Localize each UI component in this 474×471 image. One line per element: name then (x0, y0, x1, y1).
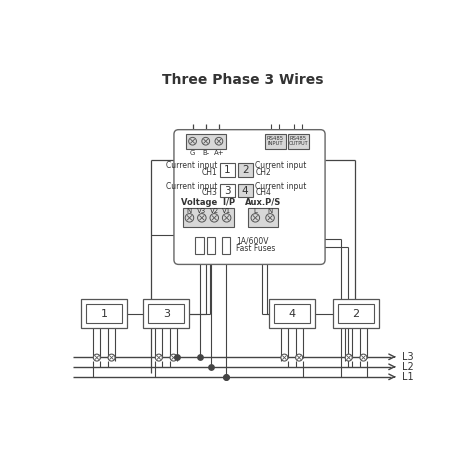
Bar (148, 304, 184, 323)
Circle shape (360, 354, 367, 361)
Text: 1A/600V: 1A/600V (237, 236, 269, 245)
Point (196, 353, 203, 361)
Circle shape (198, 214, 206, 222)
Bar (143, 299, 190, 328)
Text: Fast Fuses: Fast Fuses (237, 244, 276, 253)
Bar (207, 237, 215, 254)
Bar (195, 237, 204, 254)
Text: V2: V2 (210, 208, 219, 214)
Bar (222, 237, 230, 254)
Bar (274, 304, 310, 323)
Text: 4: 4 (242, 186, 248, 195)
Text: Current input: Current input (255, 182, 307, 191)
Point (173, 353, 181, 361)
Circle shape (202, 138, 210, 145)
Bar (248, 208, 278, 227)
Text: CH4: CH4 (255, 188, 271, 197)
Text: Three Phase 3 Wires: Three Phase 3 Wires (162, 73, 324, 88)
Text: V1: V1 (222, 208, 231, 214)
Bar (237, 184, 253, 197)
Text: Voltage  I/P: Voltage I/P (182, 198, 236, 207)
Text: Aux.P/S: Aux.P/S (245, 198, 281, 207)
Text: RS485: RS485 (266, 137, 283, 141)
Text: Current input: Current input (166, 162, 218, 171)
Bar (183, 208, 234, 227)
Circle shape (170, 354, 177, 361)
Circle shape (210, 214, 219, 222)
Text: 3: 3 (224, 186, 231, 195)
Text: N: N (267, 208, 273, 214)
Bar (237, 163, 253, 177)
Text: CH3: CH3 (201, 188, 218, 197)
Bar (268, 299, 315, 328)
Text: 2: 2 (353, 309, 360, 319)
Point (207, 363, 215, 371)
Bar (219, 184, 235, 197)
Circle shape (251, 214, 260, 222)
Text: 1: 1 (224, 165, 231, 175)
Circle shape (215, 138, 223, 145)
Bar (288, 133, 309, 149)
Text: V3: V3 (197, 208, 207, 214)
Circle shape (266, 214, 274, 222)
Text: OUTPUT: OUTPUT (289, 141, 308, 146)
Circle shape (93, 354, 100, 361)
Text: 4: 4 (288, 309, 295, 319)
Text: RS485: RS485 (290, 137, 307, 141)
Point (222, 373, 230, 381)
Circle shape (222, 214, 231, 222)
Text: L2: L2 (402, 362, 413, 372)
Circle shape (108, 354, 115, 361)
Point (222, 373, 230, 381)
Text: N: N (187, 208, 192, 214)
Text: Current input: Current input (255, 162, 307, 171)
Text: 1: 1 (100, 309, 108, 319)
Text: L3: L3 (402, 352, 413, 362)
Circle shape (345, 354, 352, 361)
Bar (219, 163, 235, 177)
Text: CH1: CH1 (201, 168, 218, 177)
Text: INPUT: INPUT (267, 141, 283, 146)
Text: 3: 3 (163, 309, 170, 319)
Circle shape (155, 354, 162, 361)
Bar (86, 304, 122, 323)
Text: G: G (190, 150, 195, 156)
Bar (264, 133, 285, 149)
Circle shape (296, 354, 302, 361)
Text: 2: 2 (242, 165, 248, 175)
Circle shape (189, 138, 196, 145)
Text: Current input: Current input (166, 182, 218, 191)
FancyBboxPatch shape (174, 130, 325, 264)
Text: L: L (254, 208, 257, 214)
Bar (186, 133, 226, 149)
Text: CH2: CH2 (255, 168, 271, 177)
Circle shape (281, 354, 288, 361)
Bar (333, 299, 379, 328)
Text: B-: B- (202, 150, 210, 156)
Bar (81, 299, 128, 328)
Circle shape (185, 214, 194, 222)
Text: L1: L1 (402, 372, 413, 382)
Text: A+: A+ (214, 150, 224, 156)
Bar (338, 304, 374, 323)
